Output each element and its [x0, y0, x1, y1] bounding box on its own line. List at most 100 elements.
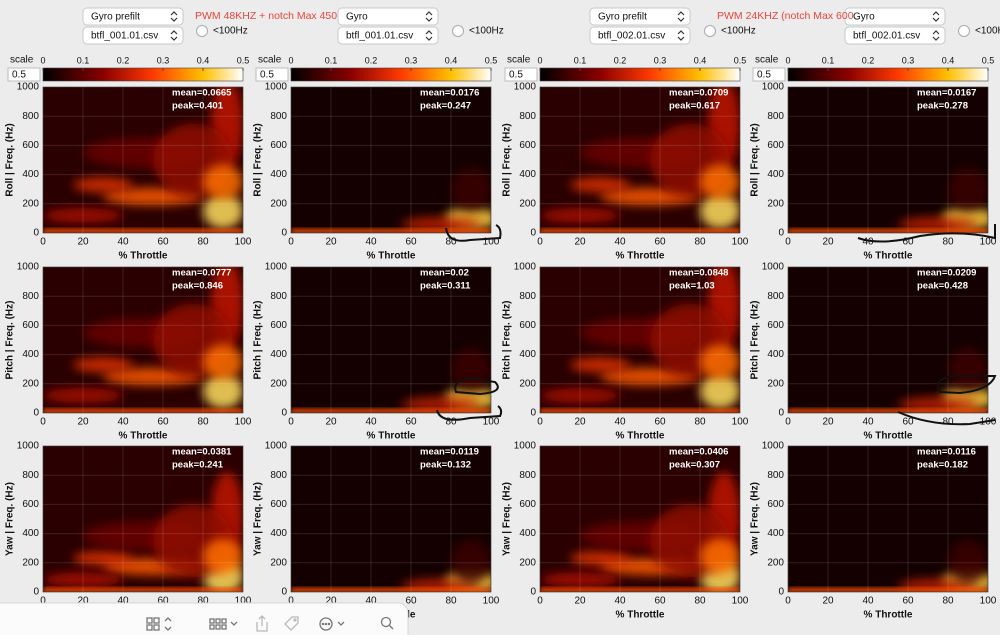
colorbar-limit: 0.5: [757, 70, 771, 81]
heat-region: [43, 208, 123, 223]
x-axis-label: % Throttle: [119, 251, 168, 262]
colorbar-label: scale: [755, 55, 779, 66]
colorbar-tick-label: 0.1: [822, 55, 835, 65]
x-tick-label: 40: [365, 237, 377, 248]
signal-select[interactable]: Gyro prefilt: [82, 7, 184, 26]
y-tick-label: 800: [519, 111, 536, 122]
heat-region: [948, 347, 988, 392]
x-tick-label: 0: [785, 596, 791, 607]
config-note: PWM 48KHZ + notch Max 450: [195, 10, 337, 22]
x-tick-label: 100: [483, 417, 500, 428]
colorbar-tick-label: 0.2: [365, 55, 378, 65]
option-radio[interactable]: <100Hz: [196, 25, 248, 37]
x-axis-label: % Throttle: [119, 431, 168, 442]
panel-frame: [290, 445, 492, 593]
x-tick-label: 100: [732, 417, 749, 428]
signal-select[interactable]: Gyro: [844, 7, 946, 26]
y-tick-label: 600: [767, 140, 784, 151]
heat-region: [203, 193, 243, 229]
signal-select[interactable]: Gyro: [337, 7, 439, 26]
option-radio[interactable]: <100Hz: [704, 25, 756, 37]
y-tick-label: 400: [519, 169, 536, 180]
low-band: [291, 588, 491, 592]
option-radio[interactable]: <100Hz: [452, 25, 504, 37]
colorbar-label: scale: [507, 55, 531, 66]
y-axis-label: Roll | Freq. (Hz): [5, 123, 16, 196]
file-select[interactable]: btfl_001.01.csv: [337, 26, 439, 45]
colorbar-tick-label: 0.3: [405, 55, 418, 65]
colorbar: [787, 67, 989, 82]
colorbar-tick-label: 0: [288, 55, 293, 65]
peak-label: peak=1.03: [669, 281, 715, 292]
x-tick-label: 80: [445, 417, 457, 428]
more-button[interactable]: [319, 617, 345, 631]
x-tick-label: 0: [537, 237, 543, 248]
grid-button[interactable]: [209, 618, 238, 630]
colorbar-limit-box[interactable]: [504, 67, 538, 82]
option-radio[interactable]: <100Hz: [958, 25, 1000, 37]
heat-region: [948, 539, 988, 584]
colorbar-tick-label: 0: [537, 55, 542, 65]
panel-frame: [42, 445, 244, 593]
heatmap: [43, 267, 243, 413]
y-tick-label: 0: [530, 587, 536, 598]
x-tick-label: 20: [822, 596, 834, 607]
x-tick-label: 100: [732, 237, 749, 248]
panel-frame: [539, 86, 741, 234]
heat-region: [700, 164, 740, 200]
y-tick-label: 600: [270, 320, 287, 331]
y-tick-label: 800: [22, 111, 39, 122]
chevron: [677, 11, 685, 22]
file-select[interactable]: btfl_002.01.csv: [589, 26, 691, 45]
y-tick-label: 1000: [17, 262, 40, 273]
chevron: [170, 30, 178, 41]
y-axis-label: Yaw | Freq. (Hz): [502, 482, 513, 556]
y-tick-label: 200: [22, 378, 39, 389]
x-tick-label: 80: [694, 417, 706, 428]
search-button[interactable]: [380, 616, 394, 630]
y-axis-label: Pitch | Freq. (Hz): [750, 301, 761, 380]
x-tick-label: 40: [117, 596, 129, 607]
y-tick-label: 200: [519, 557, 536, 568]
heat-region: [73, 357, 133, 373]
y-tick-label: 200: [270, 557, 287, 568]
x-tick-label: 40: [862, 417, 874, 428]
heat-region: [73, 177, 133, 193]
x-tick-label: 40: [117, 417, 129, 428]
signal-select[interactable]: Gyro prefilt: [589, 7, 691, 26]
share-button[interactable]: [256, 615, 268, 632]
low-band: [43, 588, 243, 592]
x-tick-label: 40: [614, 417, 626, 428]
x-tick-label: 0: [288, 417, 294, 428]
radio-button: [196, 25, 208, 37]
low-band: [291, 229, 491, 233]
file-select[interactable]: btfl_002.01.csv: [844, 26, 946, 45]
colorbar-limit-box[interactable]: [752, 67, 786, 82]
y-axis-label: Roll | Freq. (Hz): [253, 123, 264, 196]
x-tick-label: 20: [325, 596, 337, 607]
y-tick-label: 600: [270, 140, 287, 151]
heatmap: [540, 267, 740, 413]
y-tick-label: 0: [778, 587, 784, 598]
tag-button[interactable]: [284, 616, 299, 631]
heat-region: [451, 539, 491, 584]
x-tick-label: 20: [325, 237, 337, 248]
radio-label: <100Hz: [469, 26, 504, 37]
chevron: [932, 30, 940, 41]
y-tick-label: 600: [767, 320, 784, 331]
colorbar-limit-box[interactable]: [255, 67, 289, 82]
x-tick-label: 60: [157, 417, 169, 428]
x-tick-label: 20: [574, 596, 586, 607]
y-tick-label: 600: [22, 320, 39, 331]
y-tick-label: 200: [519, 198, 536, 209]
peak-label: peak=0.428: [917, 281, 968, 292]
control-group: Gyro btfl_002.01.csv <100Hz: [844, 7, 1000, 45]
colorbar-limit-box[interactable]: [7, 67, 41, 82]
view-button[interactable]: [146, 617, 172, 631]
mean-label: mean=0.02: [420, 268, 469, 279]
file-select[interactable]: btfl_001.01.csv: [82, 26, 184, 45]
x-tick-label: 100: [483, 596, 500, 607]
